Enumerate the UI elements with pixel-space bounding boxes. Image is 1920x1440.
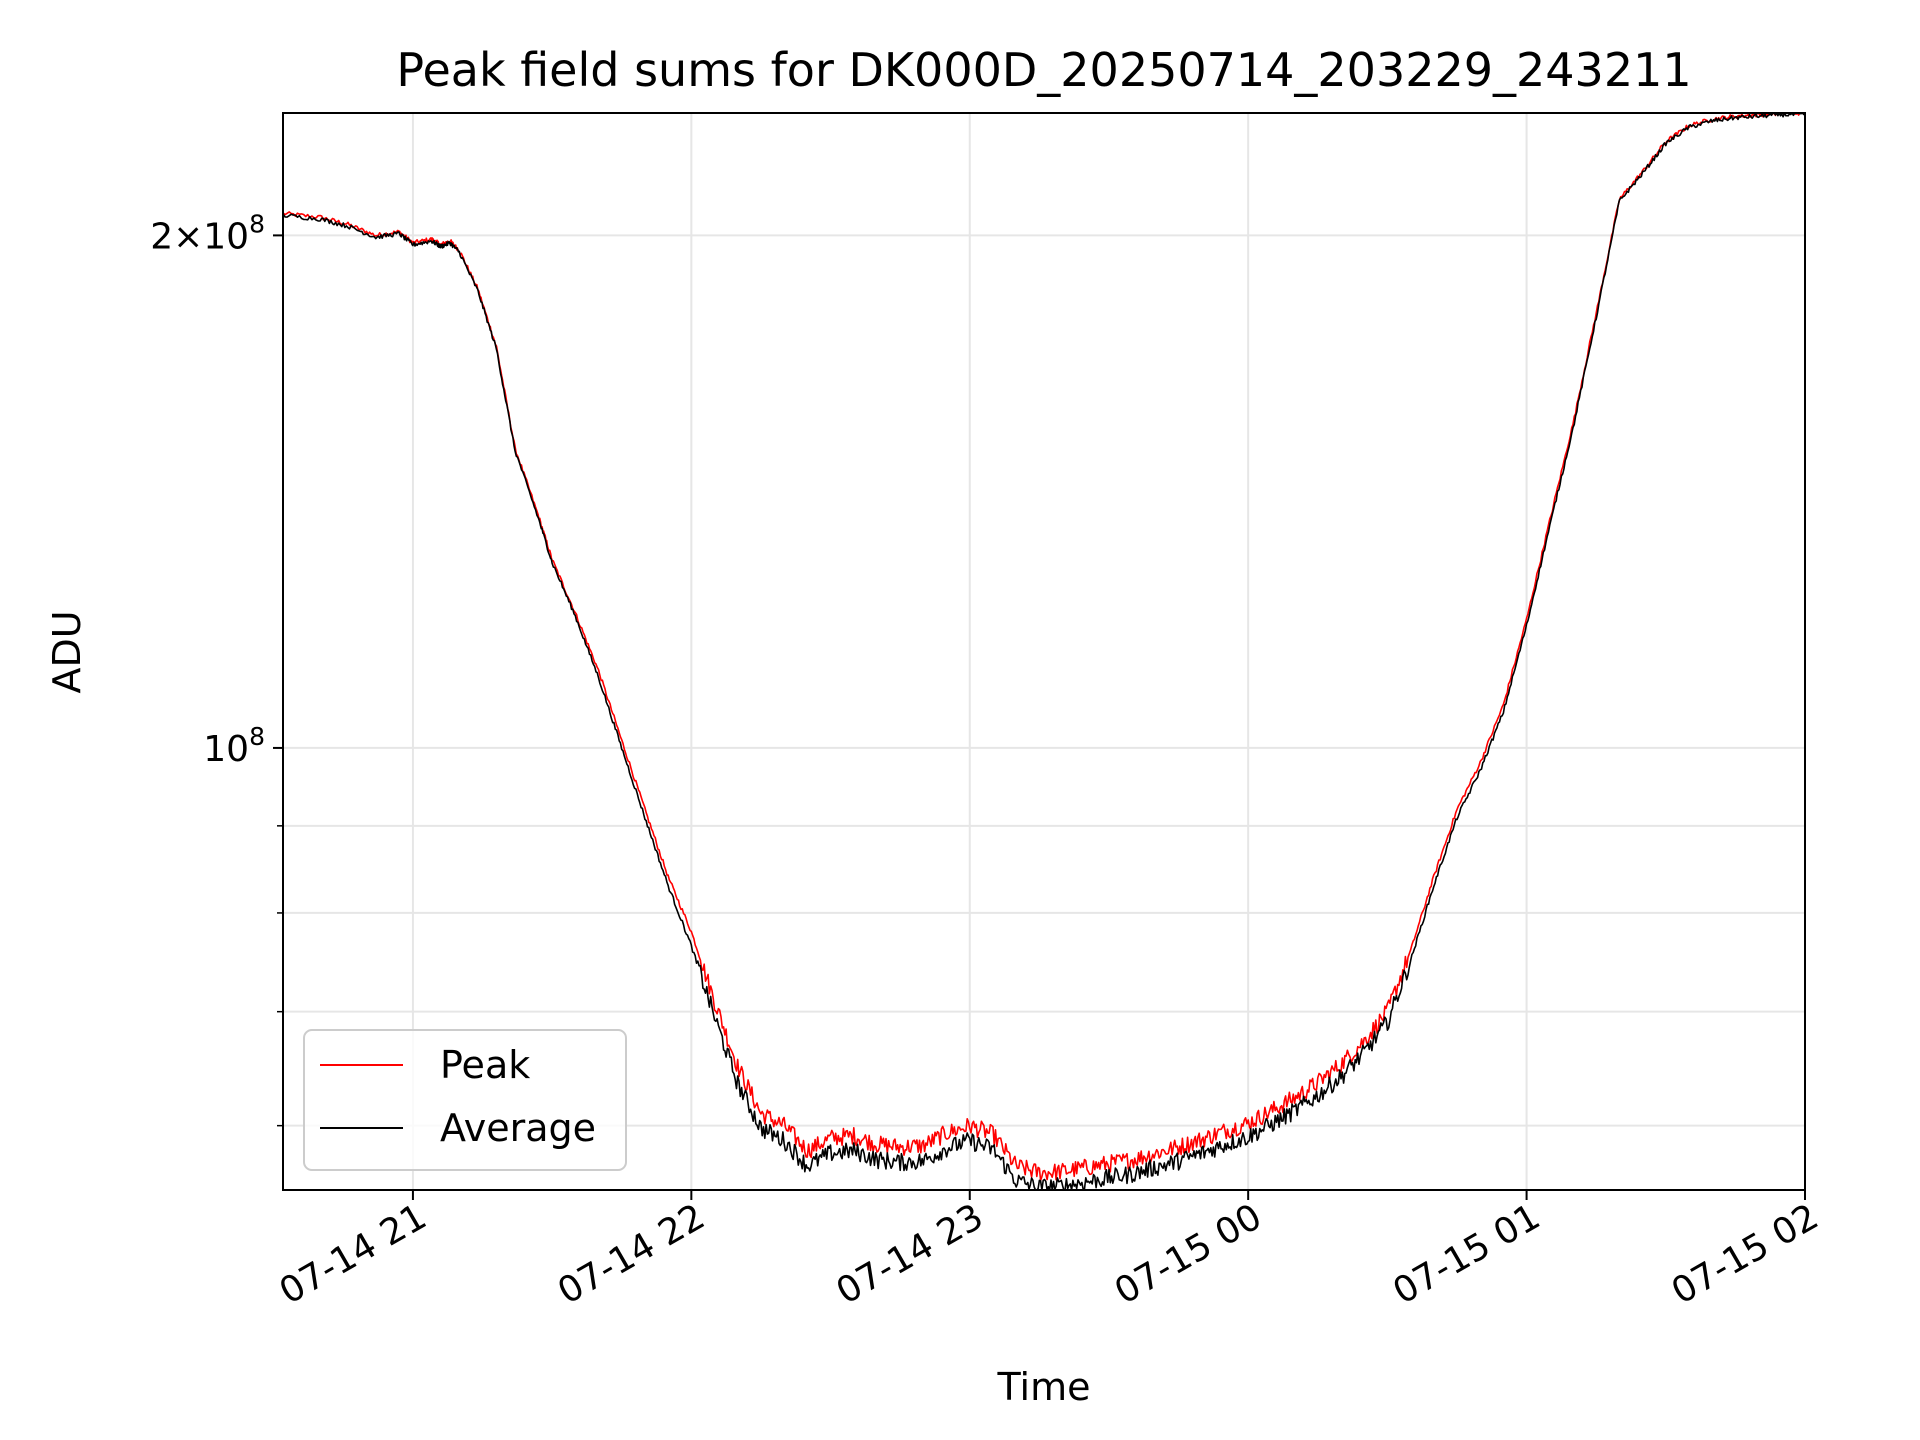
plot-series (282, 112, 1806, 1191)
chart-title: Peak field sums for DK000D_20250714_2032… (396, 43, 1691, 97)
legend: Peak Average (303, 1029, 627, 1171)
legend-label-average: Average (440, 1106, 596, 1150)
legend-label-peak: Peak (440, 1043, 530, 1087)
y-tick-label: 2×108 (150, 209, 265, 257)
y-axis-title: ADU (45, 610, 89, 693)
series-line-average (282, 112, 1806, 1191)
plot-frame (282, 112, 1806, 1191)
x-axis-title: Time (997, 1365, 1091, 1409)
y-tick-label: 108 (203, 722, 265, 770)
y-axis-ticks: 2×108 108 (150, 209, 283, 1127)
